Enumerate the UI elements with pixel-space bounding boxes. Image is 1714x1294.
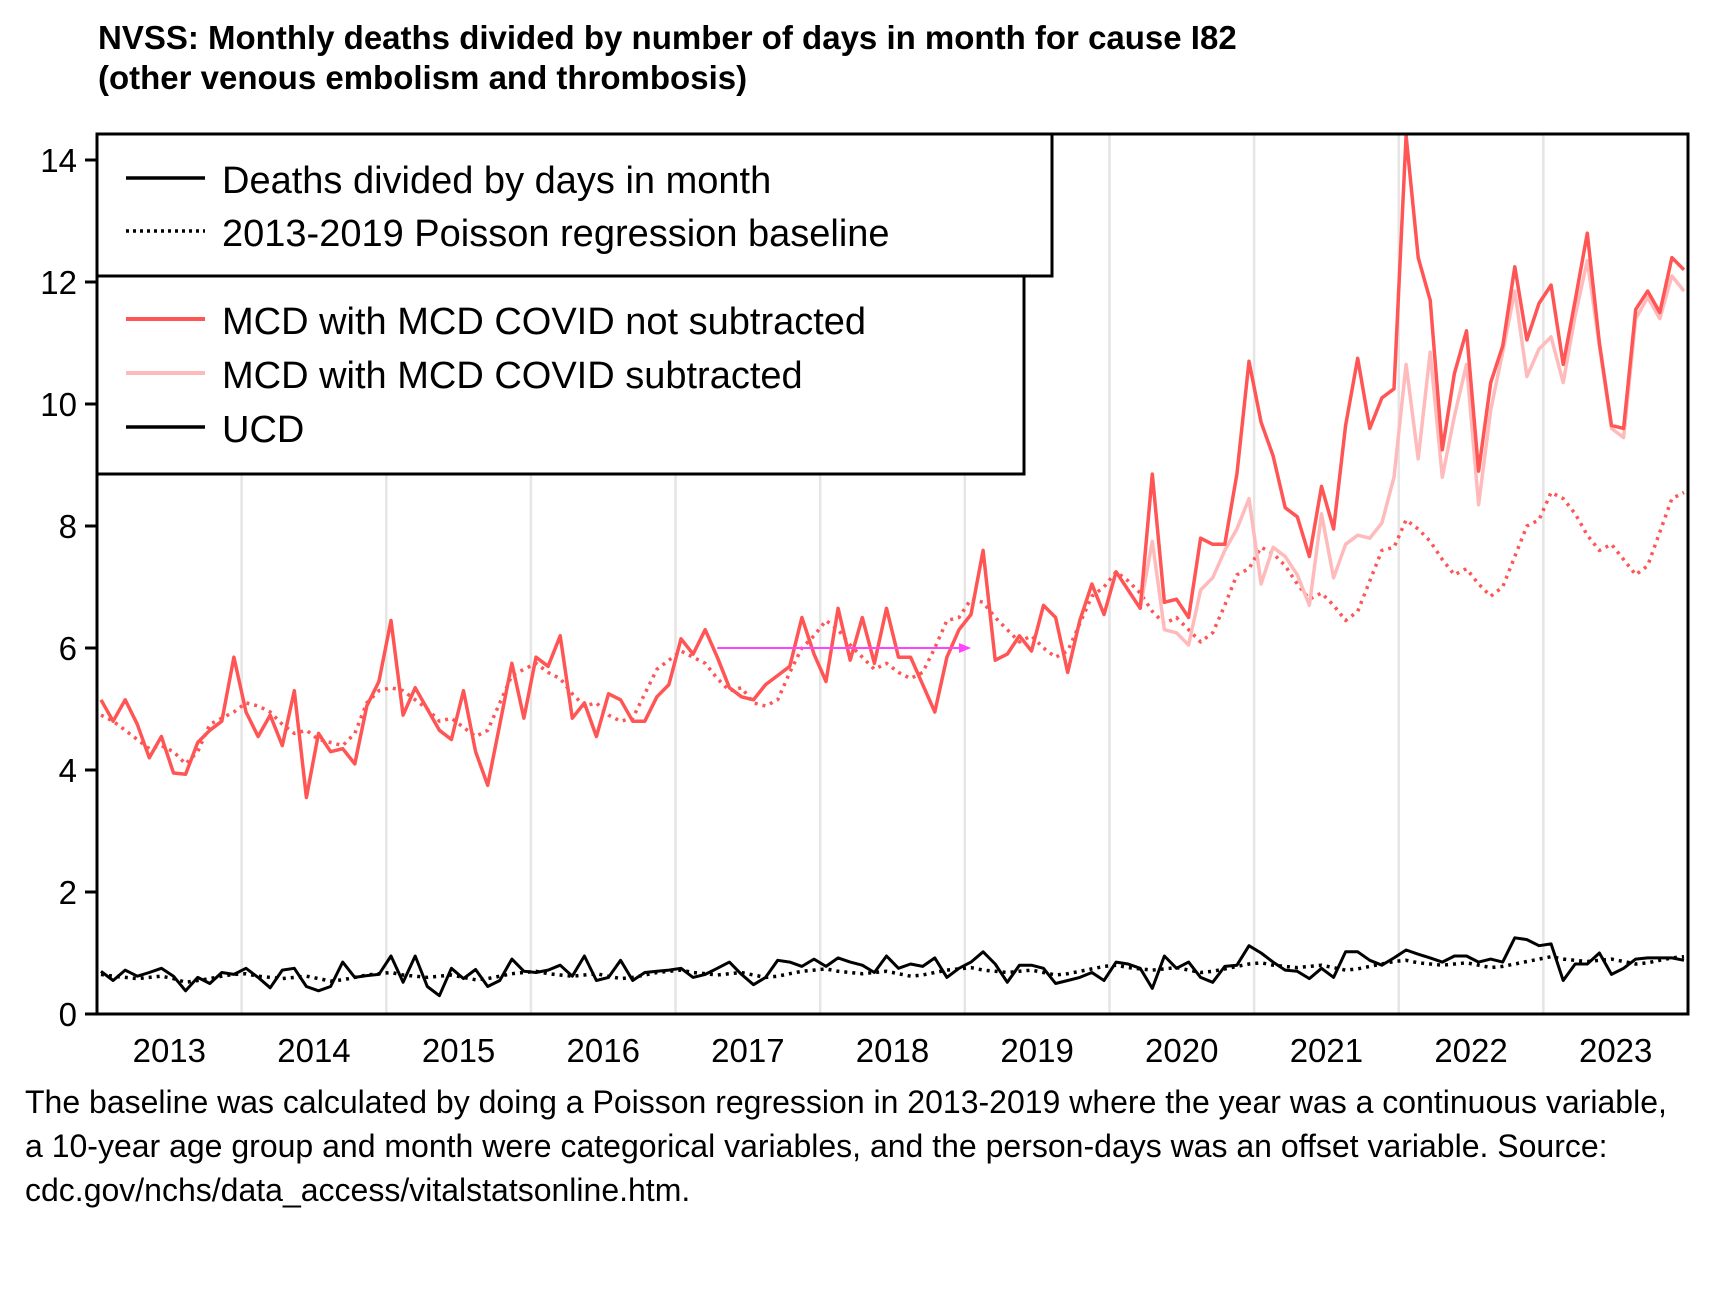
legend-box-style [95,132,1054,278]
x-tick-label: 2013 [133,1032,206,1069]
chart-title-line1: NVSS: Monthly deaths divided by number o… [98,19,1237,56]
legend-label-dotted: 2013-2019 Poisson regression baseline [222,213,890,255]
legend-label-solid: Deaths divided by days in month [222,160,771,202]
x-tick-label: 2023 [1579,1032,1652,1069]
x-tick-label: 2019 [1000,1032,1073,1069]
y-tick-label: 4 [59,752,77,789]
y-tick-label: 2 [59,874,77,911]
chart-caption: The baseline was calculated by doing a P… [25,1084,1667,1208]
legend-label-mcd: MCD with MCD COVID not subtracted [222,301,866,343]
chart-title: NVSS: Monthly deaths divided by number o… [98,18,1237,98]
y-tick-label: 12 [40,264,77,301]
x-tick-label: 2021 [1290,1032,1363,1069]
series-line-ucd [100,936,1685,998]
x-axis: 2013 2014 2015 2016 2017 2018 2019 2020 2021 2022… [133,1032,1653,1069]
series-line-mcd-baseline [100,490,1685,766]
legend-box-color [95,274,1026,476]
series-group [99,133,1686,998]
y-tick-label: 6 [59,630,77,667]
x-tick-label: 2015 [422,1032,495,1069]
y-tick-label: 0 [59,996,77,1033]
x-tick-label: 2014 [277,1032,350,1069]
series-line-mcd-with-mcd-covid-subtracted [1138,258,1686,647]
x-tick-label: 2018 [856,1032,929,1069]
legend-label-ucd: UCD [222,409,304,451]
y-tick-label: 14 [40,142,77,179]
y-axis: 0 2 4 6 8 10 12 14 [40,142,97,1033]
legend: Deaths divided by days in month 2013-201… [95,132,1054,476]
annotation-group [717,643,972,653]
annotation-arrow-head [959,643,972,653]
series-line-ucd-baseline [100,954,1685,985]
x-tick-label: 2022 [1434,1032,1507,1069]
x-tick-label: 2017 [711,1032,784,1069]
legend-label-mcd-subtracted: MCD with MCD COVID subtracted [222,355,803,397]
y-tick-label: 10 [40,386,77,423]
y-tick-label: 8 [59,508,77,545]
chart-title-line2: (other venous embolism and thrombosis) [98,59,748,96]
x-tick-label: 2016 [567,1032,640,1069]
x-tick-label: 2020 [1145,1032,1218,1069]
series-line-mcd-with-mcd-covid-not-subtracted [99,133,1686,800]
